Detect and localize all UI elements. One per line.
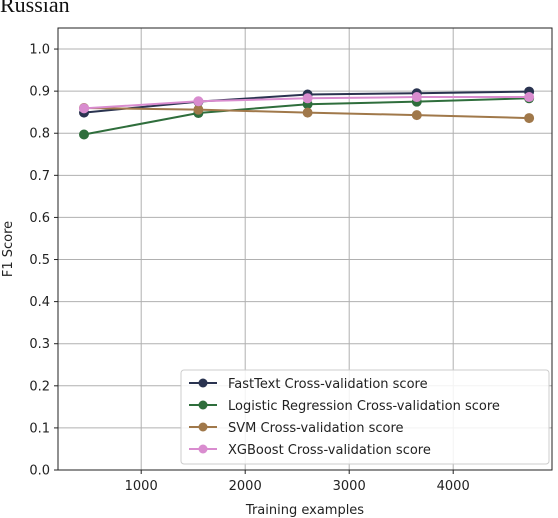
series-layer — [79, 86, 535, 140]
data-point — [302, 93, 313, 104]
legend-label: SVM Cross-validation score — [228, 421, 404, 436]
y-axis-label: F1 Score — [1, 221, 16, 277]
legend: FastText Cross-validation score Logistic … — [180, 369, 550, 465]
data-point — [411, 110, 422, 121]
data-point — [302, 107, 313, 118]
legend-swatch-marker — [198, 444, 208, 454]
legend-box — [180, 369, 550, 465]
y-tick-label: 0.9 — [29, 85, 50, 100]
legend-label: XGBoost Cross-validation score — [228, 443, 431, 458]
y-tick-label: 0.4 — [29, 295, 50, 310]
y-tick-label: 0.1 — [29, 421, 50, 436]
y-tick-label: 0.8 — [29, 127, 50, 142]
data-point — [79, 103, 89, 114]
x-tick-label: 3000 — [333, 479, 366, 494]
data-point — [79, 129, 89, 140]
y-tick-label: 0.6 — [29, 211, 50, 226]
data-point — [524, 113, 535, 124]
y-tick-label: 1.0 — [29, 43, 50, 58]
legend-swatch-marker — [198, 422, 208, 432]
x-tick-label: 2000 — [229, 479, 262, 494]
legend-swatch-marker — [198, 378, 208, 388]
x-tick-label: 1000 — [125, 479, 158, 494]
plot-frame — [57, 27, 553, 471]
y-tick-label: 0.3 — [29, 337, 50, 352]
data-point — [524, 92, 535, 103]
data-point — [411, 92, 422, 103]
y-tick-label: 0.5 — [29, 253, 50, 268]
y-tick-label: 0.2 — [29, 379, 50, 394]
chart-title: Russian — [0, 0, 70, 17]
x-tick-label: 4000 — [437, 479, 470, 494]
legend-label: FastText Cross-validation score — [228, 377, 428, 392]
y-tick-label: 0.0 — [29, 464, 50, 479]
y-tick-label: 0.7 — [29, 169, 50, 184]
series-4 — [79, 92, 535, 114]
legend-swatch-marker — [198, 400, 208, 410]
legend-label: Logistic Regression Cross-validation sco… — [228, 399, 500, 414]
axis-ticks: 1000 2000 3000 4000 0.0 0.1 0.2 0.3 0.4 0.5 0.6 0.7… — [29, 43, 469, 494]
x-axis-label: Training examples — [245, 503, 364, 518]
data-point — [193, 96, 204, 107]
data-point — [193, 104, 204, 115]
